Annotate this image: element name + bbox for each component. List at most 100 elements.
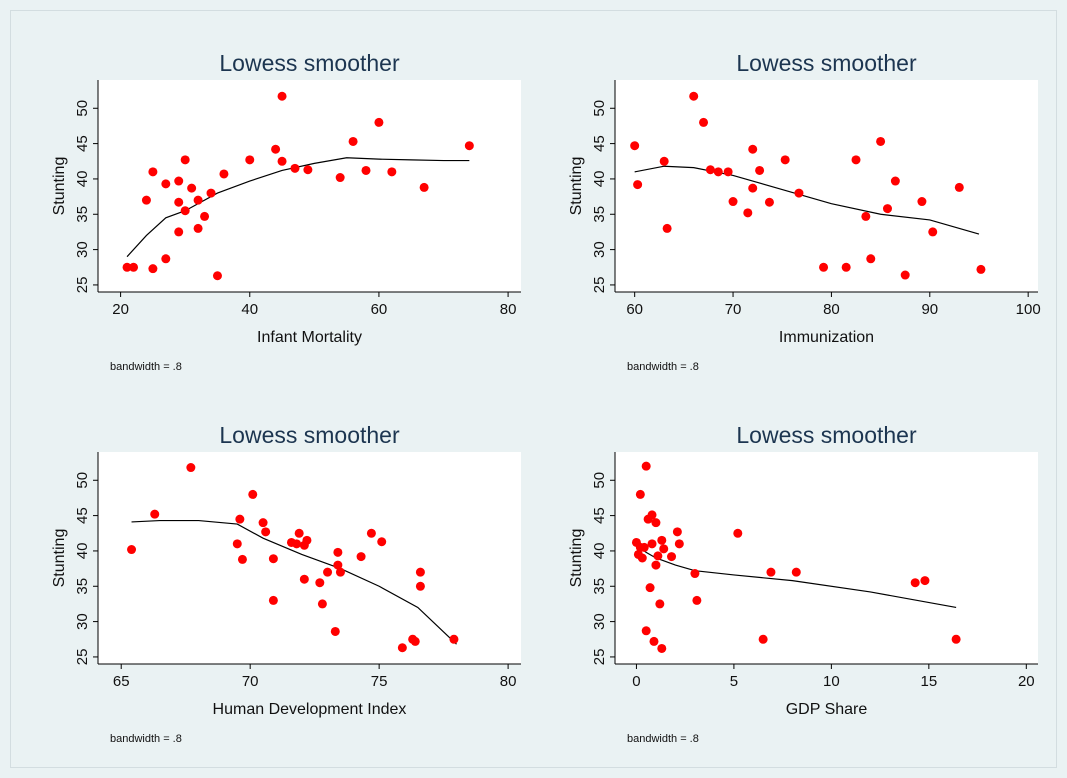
chart-title: Lowess smoother xyxy=(219,422,400,448)
x-tick-label: 60 xyxy=(626,301,643,318)
data-point xyxy=(659,544,669,554)
data-point xyxy=(928,227,938,237)
data-point xyxy=(674,539,684,549)
y-tick-label: 50 xyxy=(591,100,608,117)
y-tick-label: 25 xyxy=(591,277,608,294)
data-point xyxy=(637,553,647,563)
data-point xyxy=(415,567,425,577)
data-point xyxy=(662,223,672,233)
data-point xyxy=(841,262,851,272)
data-point xyxy=(366,528,376,538)
data-point xyxy=(261,527,271,537)
y-tick-label: 50 xyxy=(74,100,91,117)
note: bandwidth = .8 xyxy=(627,361,699,373)
data-point xyxy=(180,206,190,216)
data-point xyxy=(377,537,387,547)
data-point xyxy=(976,264,986,274)
data-point xyxy=(180,155,190,165)
data-point xyxy=(630,141,640,151)
data-point xyxy=(361,165,371,175)
plot-area xyxy=(615,80,1038,292)
data-point xyxy=(641,626,651,636)
data-point xyxy=(667,552,677,562)
data-point xyxy=(248,489,258,499)
data-point xyxy=(954,182,964,192)
data-point xyxy=(323,567,333,577)
data-point xyxy=(699,117,709,127)
x-tick-label: 40 xyxy=(241,301,258,318)
data-point xyxy=(150,509,160,519)
data-point xyxy=(641,461,651,471)
data-point xyxy=(303,165,313,175)
x-tick-label: 80 xyxy=(500,673,517,690)
data-point xyxy=(335,173,345,183)
data-point xyxy=(876,136,886,146)
data-point xyxy=(148,264,158,274)
data-point xyxy=(161,254,171,264)
data-point xyxy=(713,167,723,177)
data-point xyxy=(193,223,203,233)
x-tick-label: 5 xyxy=(730,673,738,690)
data-point xyxy=(161,179,171,189)
y-tick-label: 45 xyxy=(74,507,91,524)
data-point xyxy=(122,262,132,272)
y-tick-label: 25 xyxy=(74,277,91,294)
y-tick-label: 25 xyxy=(591,649,608,666)
data-point xyxy=(651,518,661,528)
chart-title: Lowess smoother xyxy=(736,50,917,76)
data-point xyxy=(333,560,343,570)
data-point xyxy=(657,535,667,545)
data-point xyxy=(758,634,768,644)
x-tick-label: 10 xyxy=(823,673,840,690)
data-point xyxy=(659,156,669,166)
data-point xyxy=(645,583,655,593)
data-point xyxy=(920,576,930,586)
y-tick-label: 25 xyxy=(74,649,91,666)
data-point xyxy=(212,271,222,281)
data-point xyxy=(728,197,738,207)
data-point xyxy=(743,208,753,218)
data-point xyxy=(635,489,645,499)
lowess-line xyxy=(634,165,980,235)
data-point xyxy=(186,463,196,473)
y-tick-label: 40 xyxy=(591,543,608,560)
data-point xyxy=(861,211,871,221)
data-point xyxy=(794,188,804,198)
y-tick-label: 45 xyxy=(591,507,608,524)
y-axis-label: Stunting xyxy=(568,157,585,216)
data-point xyxy=(890,176,900,186)
data-point xyxy=(374,117,384,127)
data-point xyxy=(647,510,657,520)
data-point xyxy=(882,204,892,214)
data-point xyxy=(232,539,242,549)
data-point xyxy=(237,554,247,564)
note: bandwidth = .8 xyxy=(110,361,182,373)
x-axis-label: Immunization xyxy=(779,329,874,346)
data-point xyxy=(633,180,643,190)
x-tick-label: 70 xyxy=(242,673,259,690)
x-tick-label: 75 xyxy=(371,673,388,690)
data-point xyxy=(649,636,659,646)
data-point xyxy=(174,176,184,186)
data-point xyxy=(748,183,758,193)
data-point xyxy=(657,643,667,653)
data-point xyxy=(733,528,743,538)
data-point xyxy=(791,567,801,577)
x-tick-label: 20 xyxy=(1018,673,1035,690)
data-point xyxy=(723,167,733,177)
data-point xyxy=(647,539,657,549)
note: bandwidth = .8 xyxy=(627,733,699,745)
y-tick-label: 35 xyxy=(591,578,608,595)
data-point xyxy=(235,514,245,524)
data-point xyxy=(335,567,345,577)
y-axis-label: Stunting xyxy=(51,529,68,588)
data-point xyxy=(780,155,790,165)
data-point xyxy=(449,634,459,644)
y-tick-label: 40 xyxy=(74,543,91,560)
lowess-smoother xyxy=(131,519,457,645)
data-point xyxy=(851,155,861,165)
data-point xyxy=(900,270,910,280)
data-point xyxy=(356,552,366,562)
data-point xyxy=(292,539,302,549)
